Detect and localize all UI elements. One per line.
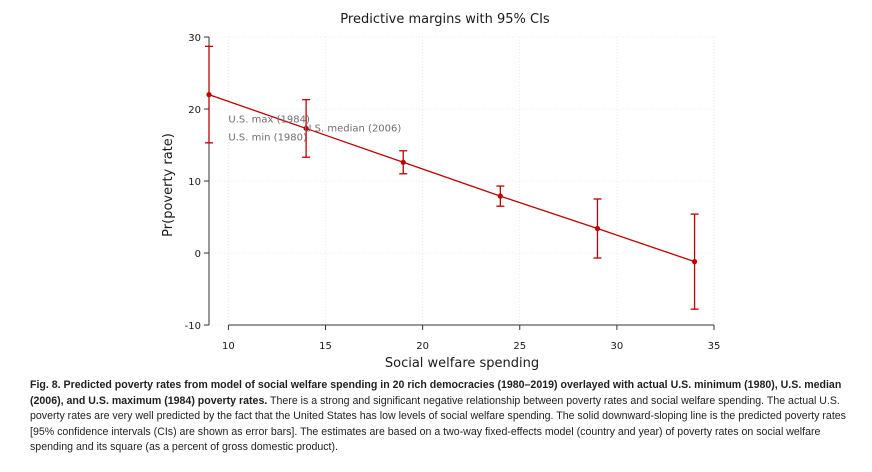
ticks: -10 0 10 20 30 10 15 20 25 30 35 [185, 33, 721, 352]
y-tick-label: -10 [185, 321, 201, 332]
x-axis-label: Social welfare spending [385, 356, 539, 371]
x-tick-label: 30 [611, 341, 624, 352]
y-tick-label: 20 [188, 105, 201, 116]
y-tick-label: 0 [195, 249, 201, 260]
x-tick-label: 10 [222, 341, 235, 352]
series-line [208, 93, 695, 263]
y-tick-label: 10 [188, 177, 201, 188]
chart: Predictive margins with 95% CIs -10 0 10 20… [161, 12, 721, 371]
y-axis-label: Pr(poverty rate) [161, 133, 176, 237]
annotation-label: U.S. median (2006) [304, 123, 401, 134]
series [205, 45, 699, 310]
x-tick-label: 35 [708, 341, 721, 352]
data-point [303, 125, 309, 132]
data-point [497, 193, 503, 199]
caption-body: There is a strong and significant negati… [30, 394, 846, 454]
y-tick-label: 30 [188, 33, 201, 44]
annotation-label: U.S. max (1984) [228, 115, 310, 126]
data-point [400, 159, 406, 165]
data-point [206, 92, 212, 98]
x-tick-label: 25 [513, 341, 526, 352]
x-tick-label: 15 [319, 341, 332, 352]
data-point [594, 225, 601, 232]
chart-title: Predictive margins with 95% CIs [340, 12, 550, 27]
data-point [691, 259, 698, 265]
annotation-label: U.S. min (1980) [228, 133, 307, 144]
annotations: U.S. max (1984)U.S. median (2006)U.S. mi… [228, 115, 401, 144]
figure-caption: Fig. 8. Predicted poverty rates from mod… [30, 378, 848, 456]
x-tick-label: 20 [416, 341, 429, 352]
grid [209, 36, 715, 326]
caption-heading: Fig. 8. Predicted poverty rates from mod… [30, 379, 842, 407]
